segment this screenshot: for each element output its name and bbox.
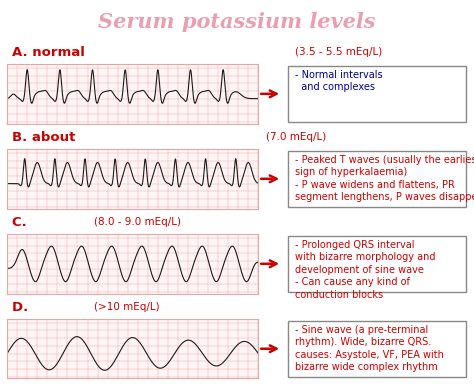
- Text: (8.0 - 9.0 mEq/L): (8.0 - 9.0 mEq/L): [93, 217, 181, 227]
- FancyBboxPatch shape: [288, 66, 466, 122]
- FancyBboxPatch shape: [288, 236, 466, 292]
- Text: A. normal: A. normal: [12, 46, 89, 59]
- Text: D.: D.: [12, 301, 33, 314]
- FancyBboxPatch shape: [288, 151, 466, 207]
- Text: - Normal intervals
  and complexes: - Normal intervals and complexes: [295, 70, 383, 93]
- Text: B. about: B. about: [12, 131, 80, 144]
- Text: - Prolonged QRS interval
with bizarre morphology and
development of sine wave
- : - Prolonged QRS interval with bizarre mo…: [295, 240, 436, 300]
- Text: (>10 mEq/L): (>10 mEq/L): [93, 302, 159, 312]
- FancyBboxPatch shape: [288, 321, 466, 377]
- Text: Serum potassium levels: Serum potassium levels: [98, 12, 376, 32]
- Text: - Sine wave (a pre-terminal
rhythm). Wide, bizarre QRS.
causes: Asystole, VF, PE: - Sine wave (a pre-terminal rhythm). Wid…: [295, 325, 444, 372]
- Text: (3.5 - 5.5 mEq/L): (3.5 - 5.5 mEq/L): [295, 47, 383, 57]
- Text: C.: C.: [12, 216, 31, 228]
- Text: (7.0 mEq/L): (7.0 mEq/L): [266, 132, 327, 142]
- Text: - Peaked T waves (usually the earliest
sign of hyperkalaemia)
- P wave widens an: - Peaked T waves (usually the earliest s…: [295, 155, 474, 202]
